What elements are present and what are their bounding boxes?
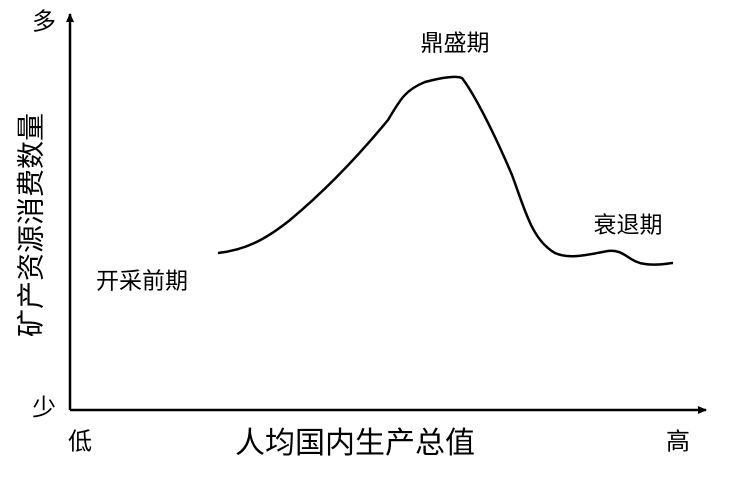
y-top-label: 多 — [32, 9, 56, 36]
stage-label: 开采前期 — [96, 268, 188, 293]
y-axis-title: 矿产资源消费数量 — [15, 113, 47, 337]
x-right-label: 高 — [666, 429, 690, 456]
x-axis-title: 人均国内生产总值 — [235, 427, 475, 460]
stage-label: 衰退期 — [594, 212, 663, 237]
y-bottom-label: 少 — [32, 395, 56, 422]
x-left-label: 低 — [68, 429, 92, 456]
consumption-curve — [217, 75, 674, 266]
stage-label: 鼎盛期 — [421, 30, 490, 55]
